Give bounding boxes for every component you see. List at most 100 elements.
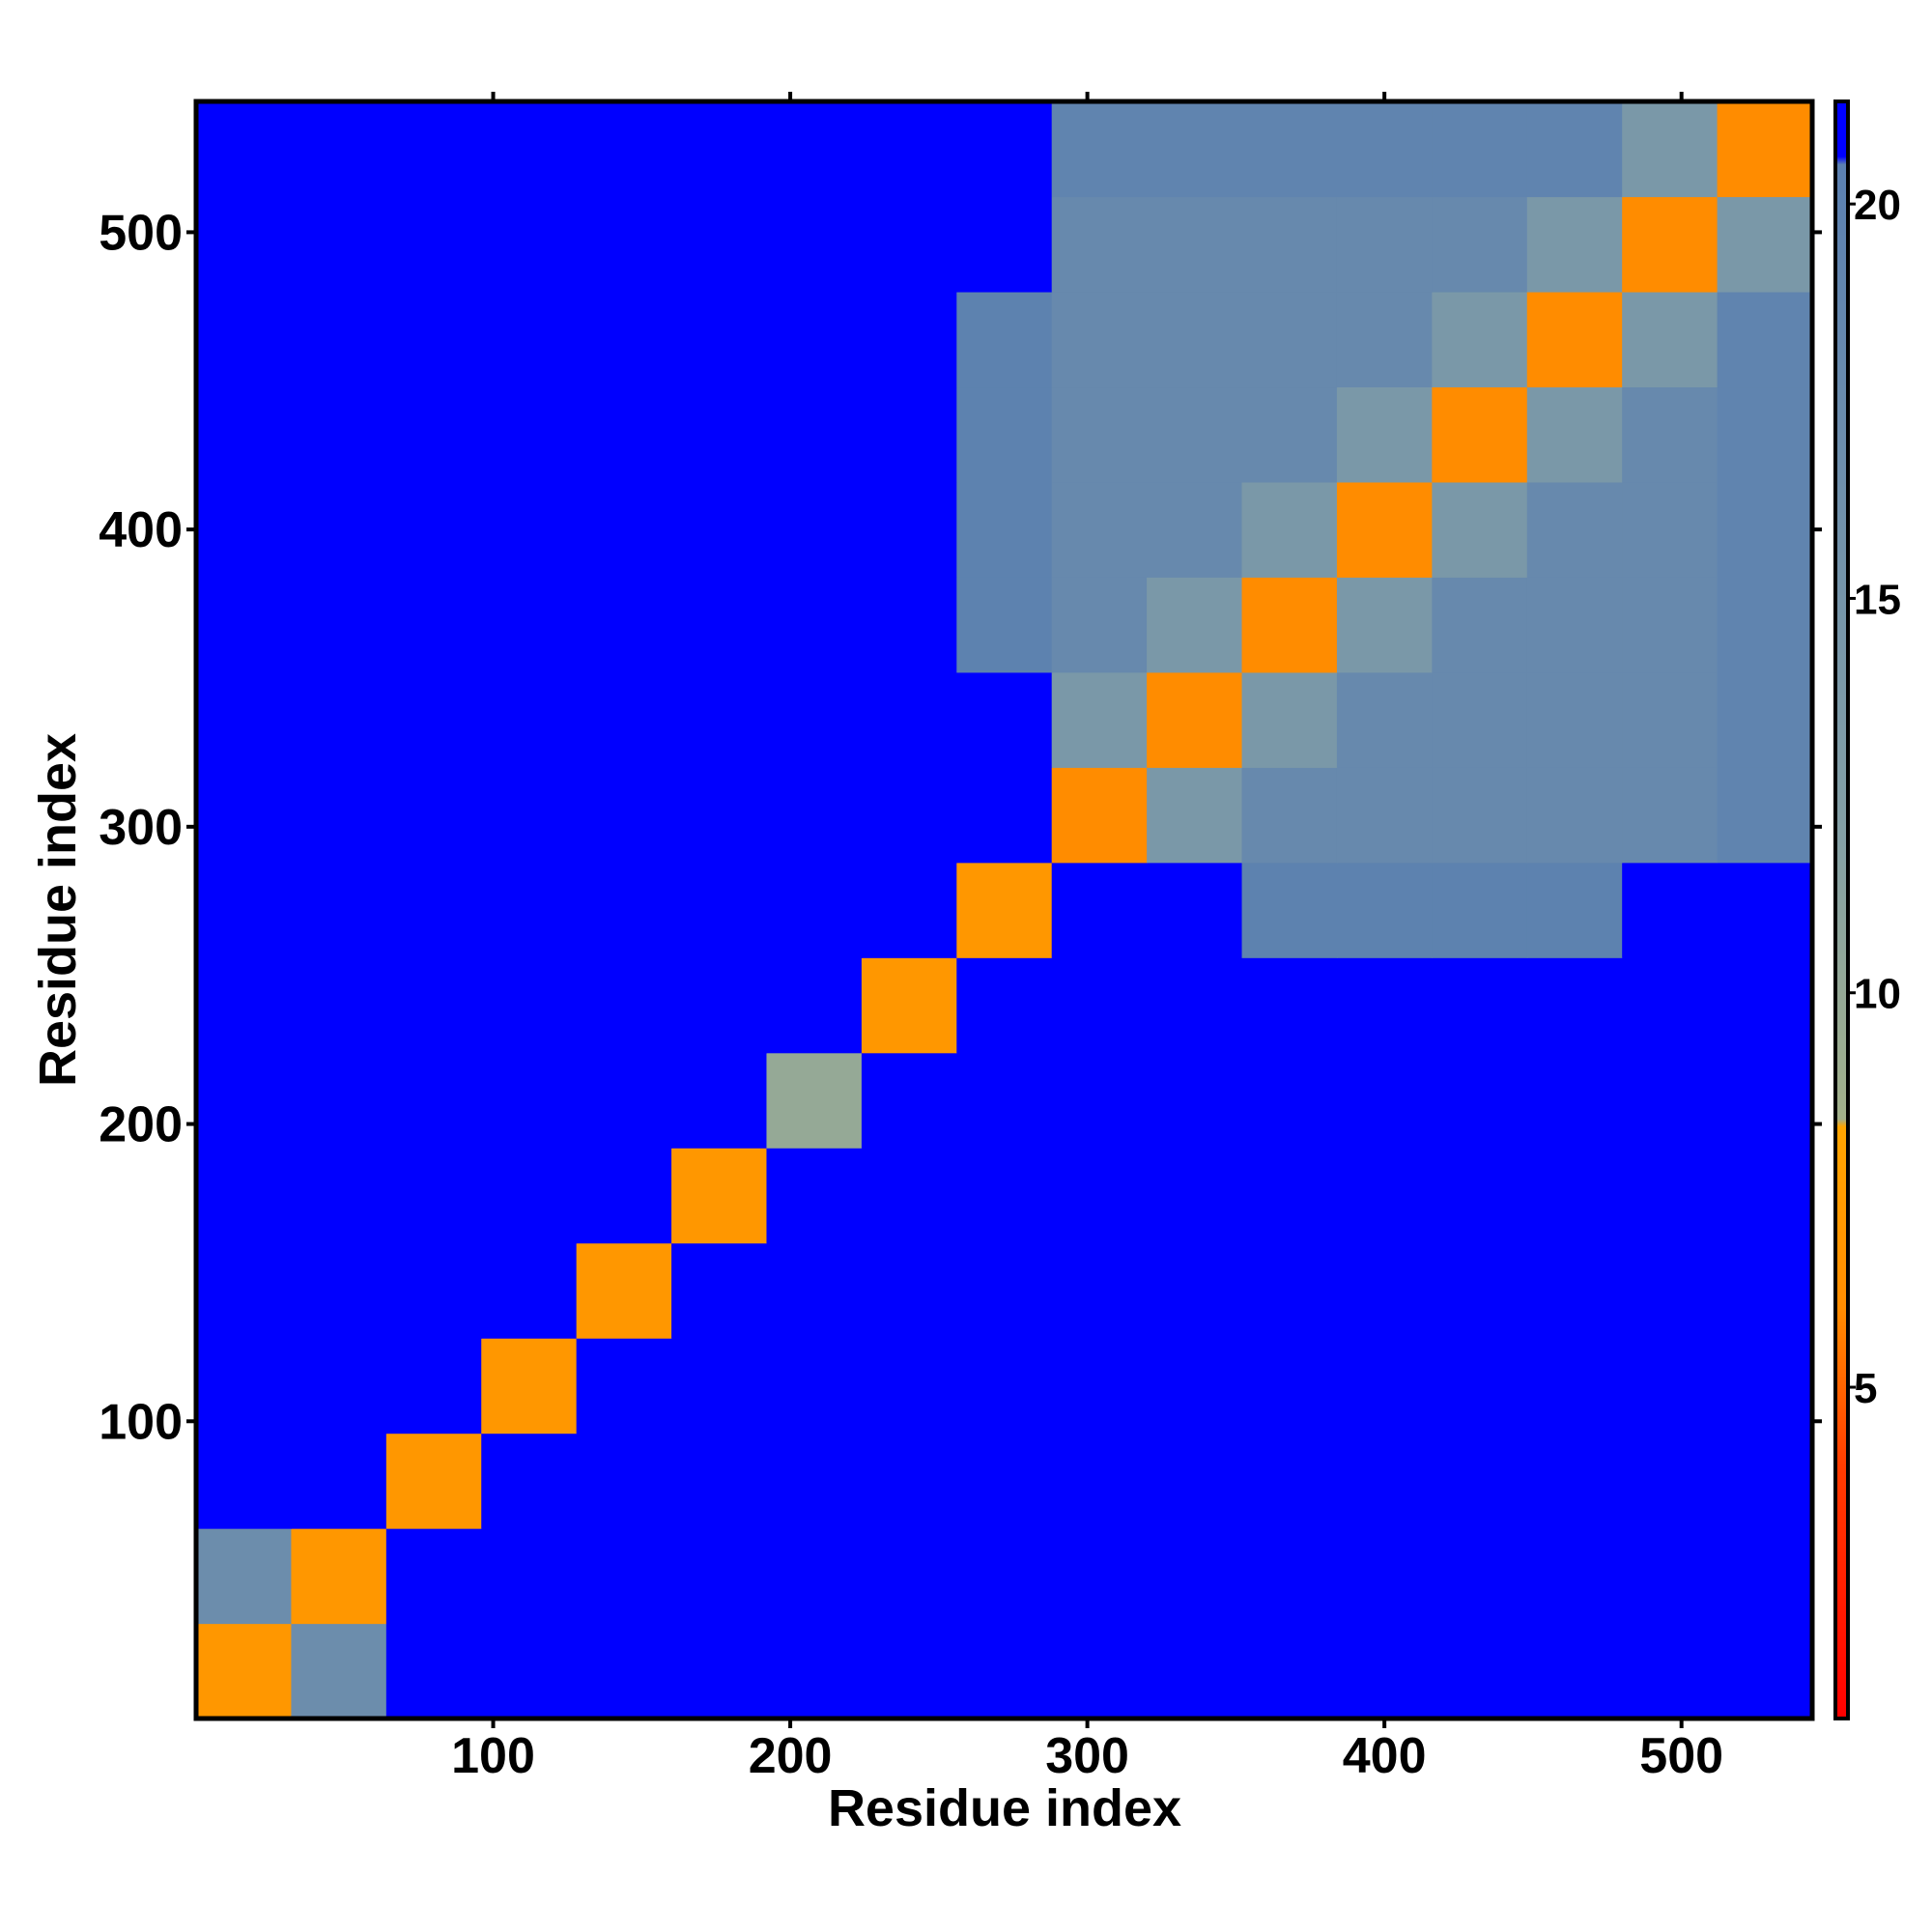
heatmap-cell [196,1338,293,1435]
heatmap-cell [1147,1052,1243,1149]
heatmap-cell [861,1242,957,1339]
heatmap-cell [576,1338,672,1435]
heatmap-cell [1432,767,1528,864]
heatmap-cell [766,577,863,673]
plot-frame [193,99,1815,1721]
heatmap-cell [1336,1148,1433,1244]
heatmap-cell [1051,957,1148,1054]
heatmap-cell [1432,862,1528,958]
heatmap-cell [196,1148,293,1244]
heatmap-cell [196,386,293,483]
heatmap-cell [1051,1338,1148,1435]
heatmap-cell [1717,767,1813,864]
heatmap-cell [385,862,482,958]
heatmap-cell [481,957,578,1054]
heatmap-cell [766,196,863,293]
heatmap-cell [196,671,293,768]
heatmap-cell [576,1148,672,1244]
heatmap-cell [1526,1528,1623,1625]
heatmap-cell [861,101,957,198]
heatmap-cell [1526,671,1623,768]
heatmap-cell [196,767,293,864]
heatmap-cell [956,1148,1053,1244]
y-axis-title: Residue index [29,733,87,1087]
heatmap-cell [1526,767,1623,864]
heatmap-cell [1336,671,1433,768]
heatmap-cell [1147,767,1243,864]
heatmap-cell [956,196,1053,293]
heatmap-cell [576,196,672,293]
heatmap-cell [1432,1623,1528,1719]
axes: 100 200 300 400 500 100 200 300 400 500 5 10 15 20 [99,92,1901,1784]
heatmap-cell [1717,577,1813,673]
heatmap-cell [481,101,578,198]
heatmap-cell [196,196,293,293]
heatmap-cell [481,1433,578,1529]
heatmap-cell [1526,957,1623,1054]
heatmap-cell [861,481,957,578]
heatmap-cell [766,386,863,483]
heatmap-cell [766,1528,863,1625]
heatmap-cell [1051,291,1148,388]
heatmap-cell [1051,1623,1148,1719]
heatmap-cell [766,1148,863,1244]
heatmap-cell [1147,1148,1243,1244]
heatmap-cell [1051,862,1148,958]
heatmap-cell [766,862,863,958]
heatmap-cell [385,481,482,578]
heatmap-cell [671,1242,768,1339]
heatmap-cell [576,767,672,864]
heatmap-cell [1526,862,1623,958]
heatmap-cell [1147,862,1243,958]
heatmap-cell [1051,1242,1148,1339]
heatmap-cell [1717,386,1813,483]
heatmap-cell [1147,291,1243,388]
heatmap-cell [671,196,768,293]
heatmap-cell [291,1052,387,1149]
heatmap-cell [1622,577,1719,673]
heatmap-cell [861,577,957,673]
heatmap-cell [1526,1148,1623,1244]
heatmap-cell [481,1623,578,1719]
heatmap-cell [1336,957,1433,1054]
heatmap-cell [956,577,1053,673]
heatmap-cell [196,1433,293,1529]
y-tick-label: 300 [99,800,183,856]
heatmap-cell [956,1433,1053,1529]
heatmap-cell [671,1148,768,1244]
heatmap-cell [861,671,957,768]
heatmap-cell [1336,1338,1433,1435]
heatmap-cell [576,671,672,768]
heatmap-cell [1622,291,1719,388]
heatmap-cell [1622,671,1719,768]
heatmap-cell [1336,101,1433,198]
x-axis-title: Residue index [828,1779,1181,1837]
heatmap-cell [1622,101,1719,198]
heatmap-cell [956,767,1053,864]
heatmap-cell [956,671,1053,768]
heatmap-cell [481,671,578,768]
heatmap-cell [1147,577,1243,673]
x-tick-label: 200 [749,1728,833,1784]
heatmap-cell [671,1623,768,1719]
heatmap-cell [196,957,293,1054]
heatmap-cell [766,957,863,1054]
heatmap-cell [1147,1623,1243,1719]
heatmap-cell [1241,291,1338,388]
heatmap-cell [671,1433,768,1529]
heatmap-cell [1336,1052,1433,1149]
heatmap-cell [1147,196,1243,293]
heatmap-cell [861,1052,957,1149]
heatmap-cell [291,1242,387,1339]
heatmap-cell [1717,862,1813,958]
heatmap-cell [1241,767,1338,864]
heatmap-cell [1241,1623,1338,1719]
heatmap-cell [1717,1623,1813,1719]
heatmap-cell [1717,957,1813,1054]
colorbar [1833,99,1850,1720]
heatmap-cell [1051,577,1148,673]
heatmap-cell [671,481,768,578]
heatmap-cell [1336,481,1433,578]
heatmap-cell [1622,196,1719,293]
heatmap-cell [766,767,863,864]
